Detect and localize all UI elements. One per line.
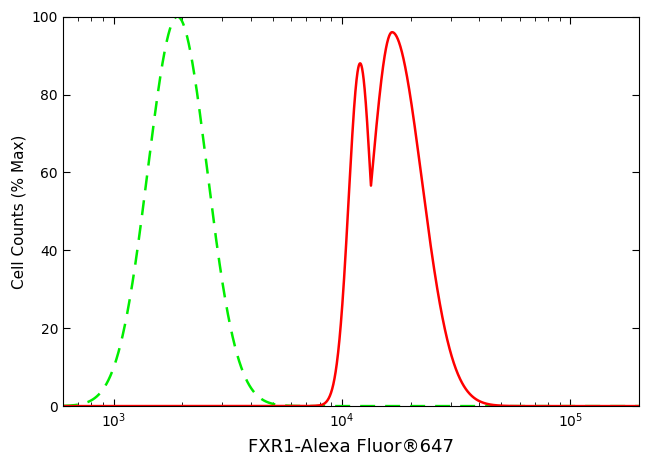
X-axis label: FXR1-Alexa Fluor®647: FXR1-Alexa Fluor®647 <box>248 438 454 456</box>
Y-axis label: Cell Counts (% Max): Cell Counts (% Max) <box>11 134 26 289</box>
